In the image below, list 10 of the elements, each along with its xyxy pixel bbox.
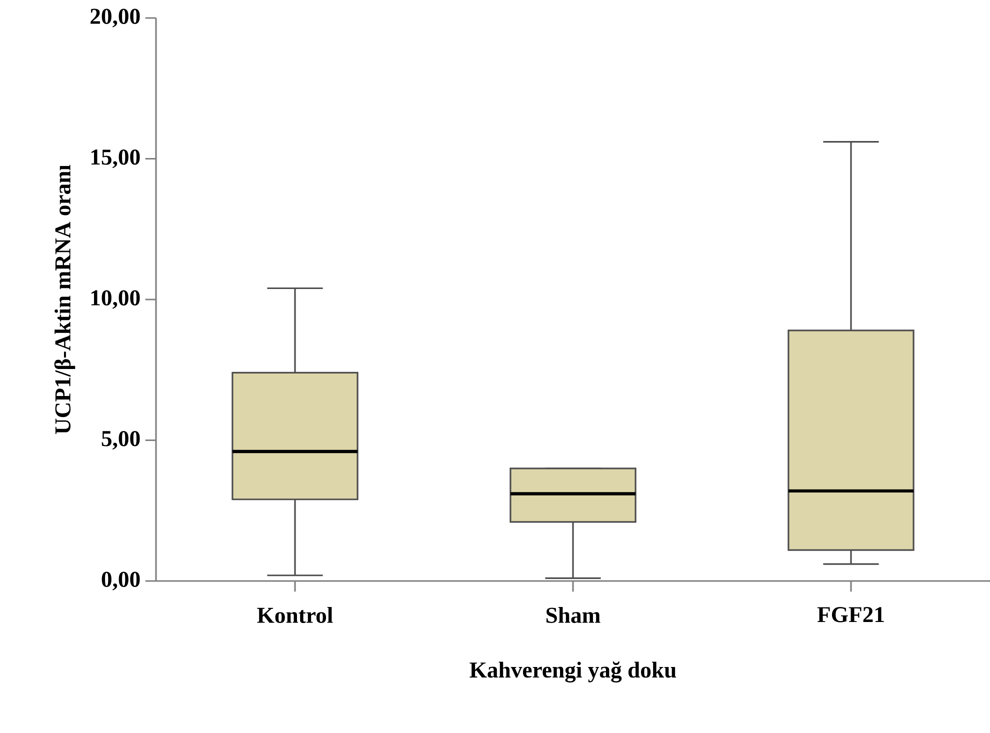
y-tick-label: 5,00 (102, 430, 140, 450)
y-tick-label: 10,00 (91, 290, 140, 309)
x-tick-label: Sham (546, 607, 600, 624)
x-axis-title: Kahverengi yağ doku (470, 661, 676, 682)
x-tick-label: FGF21 (817, 607, 884, 622)
y-tick-label: 0,00 (102, 572, 140, 590)
y-tick-label: 15,00 (91, 149, 140, 168)
y-tick-label: 20,00 (90, 8, 140, 28)
y-axis-title: UCP1/β-Aktin mRNA oranı (54, 164, 76, 434)
x-tick-label: Kontrol (257, 607, 333, 624)
